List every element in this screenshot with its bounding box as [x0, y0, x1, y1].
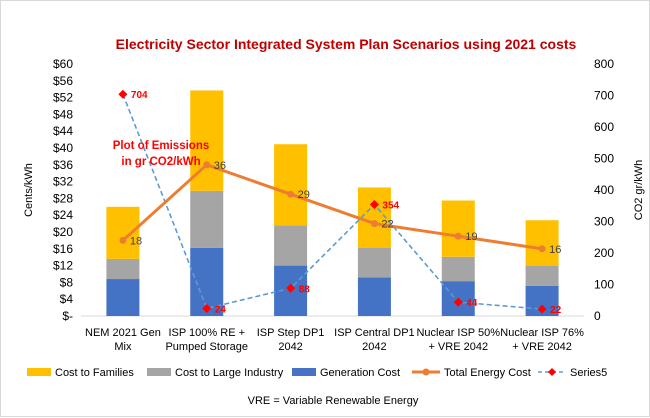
- total-cost-data-label: 16: [549, 244, 561, 256]
- x-category-label: ISP 100% RE +: [168, 327, 245, 339]
- chart-title: Electricity Sector Integrated System Pla…: [116, 36, 577, 52]
- bar-segment: [525, 220, 559, 266]
- emissions-data-label: 22: [550, 305, 562, 316]
- lines-group: [118, 89, 547, 314]
- y-tick-label: $-: [62, 309, 73, 323]
- emissions-marker: [369, 199, 379, 209]
- y2-tick-label: 800: [594, 57, 614, 71]
- legend-swatch-marker: [422, 368, 430, 376]
- bar-segment: [441, 256, 475, 282]
- y-tick-label: $20: [53, 225, 73, 239]
- y-tick-label: $56: [53, 74, 73, 88]
- y2-axis-title: CO2 gr/kWh: [633, 160, 645, 221]
- emissions-line: [122, 93, 543, 310]
- x-category-label: Mix: [114, 341, 132, 353]
- bars-group: [106, 90, 559, 316]
- total-cost-data-label: 36: [214, 160, 226, 172]
- emissions-marker: [537, 304, 547, 314]
- legend-swatch-marker: [548, 368, 556, 376]
- y2-tick-label: 100: [594, 278, 614, 292]
- legend: Cost to Families Cost to Large Industry Ge…: [27, 367, 607, 379]
- emissions-data-label: 354: [382, 200, 399, 211]
- y-tick-label: $36: [53, 158, 73, 172]
- total-cost-data-label: 19: [465, 231, 477, 243]
- emissions-marker: [202, 303, 212, 313]
- total-cost-line: [121, 163, 543, 251]
- bar-segment: [357, 277, 391, 316]
- total-cost-marker: [119, 236, 127, 244]
- x-category-label: ISP Step DP1: [257, 327, 325, 339]
- emissions-data-label: 24: [215, 304, 227, 315]
- y-tick-label: $52: [53, 91, 73, 105]
- y-tick-label: $44: [53, 124, 73, 138]
- x-category-label: 2042: [278, 341, 302, 353]
- legend-label: Total Energy Cost: [444, 367, 531, 379]
- emissions-data-label: 88: [299, 284, 311, 295]
- total-cost-marker: [454, 232, 462, 240]
- x-category-label: NEM 2021 Gen: [85, 327, 161, 339]
- total-cost-marker: [370, 220, 378, 228]
- bar-segment: [274, 144, 308, 226]
- y2-tick-label: 600: [594, 120, 614, 134]
- labels-group: 18 36 29 22 19 16 704 24 88 354 44 22 Plot of Emissi…: [113, 90, 562, 316]
- bar-segment: [106, 206, 140, 259]
- bar-segment: [274, 225, 308, 266]
- emissions-data-label: 44: [466, 298, 478, 309]
- x-category-label: Pumped Storage: [165, 341, 248, 353]
- bar-segment: [190, 190, 224, 248]
- x-category-label: ISP Central DP1: [334, 327, 415, 339]
- emissions-annotation: Plot of Emissions: [113, 140, 210, 152]
- y-tick-label: $24: [53, 208, 73, 222]
- x-category-label: 2042: [362, 341, 386, 353]
- axes-group: $- $4 $8 $12 $16 $20 $24 $28 $32 $36 $40 $44 $48 $52 $…: [23, 57, 645, 353]
- y-tick-label: $28: [53, 191, 73, 205]
- y-tick-label: $12: [53, 259, 73, 273]
- legend-swatch: [147, 368, 171, 376]
- y2-tick-label: 700: [594, 89, 614, 103]
- y-tick-label: $8: [60, 275, 74, 289]
- y2-tick-label: 400: [594, 183, 614, 197]
- legend-label: Cost to Families: [55, 367, 134, 379]
- y-tick-label: $60: [53, 57, 73, 71]
- emissions-marker: [286, 283, 296, 293]
- x-category-label: Nuclear ISP 50%: [416, 327, 500, 339]
- total-cost-marker: [538, 245, 546, 253]
- emissions-data-label: 704: [131, 90, 148, 101]
- footnote: VRE = Variable Renewable Energy: [248, 395, 419, 407]
- y-tick-label: $16: [53, 242, 73, 256]
- bar-segment: [525, 265, 559, 286]
- legend-label: Series5: [570, 367, 607, 379]
- legend-swatch: [292, 368, 316, 376]
- x-category-label: + VRE 2042: [428, 341, 488, 353]
- total-cost-data-label: 22: [381, 219, 393, 231]
- emissions-marker: [118, 89, 128, 99]
- y-tick-label: $32: [53, 175, 73, 189]
- bar-segment: [357, 247, 391, 278]
- y-axis-title: Cents/kWh: [23, 163, 35, 217]
- total-cost-marker: [203, 161, 211, 169]
- emissions-marker: [453, 297, 463, 307]
- legend-label: Generation Cost: [320, 367, 400, 379]
- emissions-annotation: in gr CO2/kWh: [121, 156, 200, 168]
- total-cost-data-label: 29: [298, 189, 310, 201]
- y2-tick-label: 200: [594, 246, 614, 260]
- legend-swatch: [27, 368, 51, 376]
- y2-tick-label: 500: [594, 152, 614, 166]
- y-tick-label: $4: [60, 292, 74, 306]
- bar-segment: [441, 200, 475, 257]
- y-tick-label: $48: [53, 107, 73, 121]
- y-tick-label: $40: [53, 141, 73, 155]
- total-cost-marker: [287, 190, 295, 198]
- x-category-label: + VRE 2042: [512, 341, 572, 353]
- x-category-label: Nuclear ISP 76%: [500, 327, 584, 339]
- bar-segment: [106, 279, 140, 316]
- y2-tick-label: 300: [594, 215, 614, 229]
- bar-segment: [106, 258, 140, 280]
- y2-tick-label: 0: [594, 309, 601, 323]
- total-cost-data-label: 18: [130, 235, 142, 247]
- legend-label: Cost to Large Industry: [175, 367, 284, 379]
